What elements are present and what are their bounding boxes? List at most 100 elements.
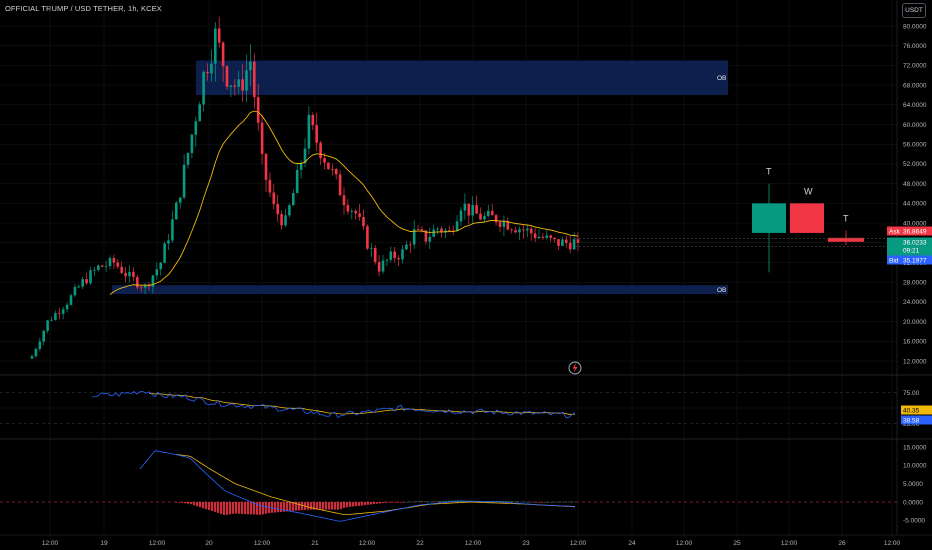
candle-body bbox=[132, 271, 135, 277]
candle-body bbox=[455, 221, 459, 231]
price-label: 72.0000 bbox=[903, 63, 927, 70]
macd-histogram-bar bbox=[393, 502, 397, 503]
bid-tag-value: 35.1977 bbox=[903, 257, 927, 264]
time-label: 20 bbox=[205, 540, 213, 547]
price-label: 16.0000 bbox=[903, 339, 927, 346]
price-label: 68.0000 bbox=[903, 82, 927, 89]
candle-body bbox=[354, 210, 357, 214]
candle-body bbox=[315, 125, 318, 143]
candle-body bbox=[334, 169, 338, 175]
macd-histogram-bar bbox=[363, 502, 367, 506]
candle-body bbox=[120, 266, 123, 274]
candle-body bbox=[167, 240, 170, 244]
macd-histogram-bar bbox=[246, 502, 250, 515]
candle-body bbox=[124, 273, 127, 277]
lightning-icon[interactable] bbox=[568, 361, 582, 375]
candle-body bbox=[272, 192, 276, 205]
time-label: 24 bbox=[628, 540, 636, 547]
candle-body bbox=[292, 192, 295, 206]
candle-body bbox=[30, 356, 34, 359]
zone-label: OB bbox=[717, 75, 726, 82]
bid-tag-bg bbox=[887, 255, 932, 265]
price-label: 76.0000 bbox=[903, 43, 927, 50]
rsi-tag: 38.58 bbox=[903, 417, 920, 424]
macd-histogram-bar bbox=[438, 501, 442, 502]
candle-body bbox=[397, 258, 400, 260]
candle-body bbox=[104, 266, 108, 267]
price-label: 52.0000 bbox=[903, 161, 927, 168]
candle-body bbox=[323, 158, 326, 163]
candle-body bbox=[529, 228, 533, 234]
candle-body bbox=[151, 275, 155, 287]
time-label: 12:00 bbox=[884, 540, 901, 547]
candle-body bbox=[295, 169, 299, 193]
macd-histogram-bar bbox=[366, 502, 370, 505]
macd-histogram-bar bbox=[414, 501, 418, 502]
candle-body bbox=[171, 219, 174, 241]
macd-histogram-bar bbox=[243, 502, 247, 515]
candle-body bbox=[346, 205, 350, 212]
candle-body bbox=[549, 235, 552, 238]
candle-body bbox=[38, 341, 42, 349]
candle-body bbox=[366, 226, 369, 249]
candle-body bbox=[448, 230, 451, 232]
time-label: 12:00 bbox=[359, 540, 376, 547]
macd-histogram-bar bbox=[507, 501, 511, 502]
macd-histogram-bar bbox=[381, 502, 385, 504]
candle-body bbox=[416, 229, 420, 230]
zone-label: OB bbox=[717, 287, 726, 294]
macd-histogram-bar bbox=[441, 501, 445, 502]
candle-body bbox=[61, 309, 65, 314]
macd-histogram-bar bbox=[210, 502, 214, 511]
candle-body bbox=[303, 148, 307, 163]
macd-histogram-bar bbox=[510, 501, 514, 502]
macd-histogram-bar bbox=[201, 502, 205, 509]
price-label: 28.0000 bbox=[903, 279, 927, 286]
candle-body bbox=[136, 276, 139, 288]
candle-body bbox=[214, 28, 217, 64]
macd-histogram-bar bbox=[498, 500, 502, 502]
time-label: 19 bbox=[100, 540, 108, 547]
candle-body bbox=[533, 233, 537, 239]
macd-histogram-bar bbox=[531, 501, 535, 503]
macd-histogram-bar bbox=[192, 502, 196, 506]
candle-body bbox=[541, 236, 545, 238]
projection-label: W bbox=[804, 186, 813, 196]
macd-histogram-bar bbox=[429, 501, 433, 503]
time-label: 23 bbox=[522, 540, 530, 547]
candle-body bbox=[268, 179, 272, 193]
candle-body bbox=[46, 320, 49, 331]
macd-axis-label: 15.0000 bbox=[903, 444, 927, 451]
candle-body bbox=[237, 79, 240, 87]
time-label: 12:00 bbox=[570, 540, 587, 547]
price-label: 48.0000 bbox=[903, 181, 927, 188]
candle-body bbox=[210, 63, 213, 74]
macd-histogram-bar bbox=[372, 502, 376, 505]
candle-body bbox=[175, 202, 178, 220]
macd-histogram-bar bbox=[573, 501, 577, 503]
candle-body bbox=[182, 164, 186, 198]
macd-histogram-bar bbox=[444, 500, 448, 502]
candle-body bbox=[225, 66, 229, 87]
candle-body bbox=[256, 97, 260, 123]
candle-body bbox=[467, 203, 471, 216]
macd-histogram-bar bbox=[336, 502, 340, 510]
candle-body bbox=[475, 205, 478, 214]
candle-body bbox=[518, 229, 521, 233]
macd-histogram-bar bbox=[300, 502, 304, 511]
candle-body bbox=[545, 235, 549, 238]
macd-histogram-bar bbox=[282, 502, 286, 512]
macd-histogram-bar bbox=[348, 502, 352, 507]
candle-body bbox=[50, 319, 53, 321]
candle-body bbox=[58, 313, 61, 314]
macd-histogram-bar bbox=[318, 502, 322, 510]
ask-tag-label: Ask bbox=[889, 228, 901, 235]
currency-button[interactable]: USDT bbox=[902, 3, 926, 18]
macd-histogram-bar bbox=[333, 502, 337, 510]
price-label: 44.0000 bbox=[903, 201, 927, 208]
macd-histogram-bar bbox=[555, 501, 559, 503]
candle-body bbox=[97, 265, 100, 270]
macd-histogram-bar bbox=[291, 502, 295, 511]
projection-candle bbox=[752, 203, 786, 233]
